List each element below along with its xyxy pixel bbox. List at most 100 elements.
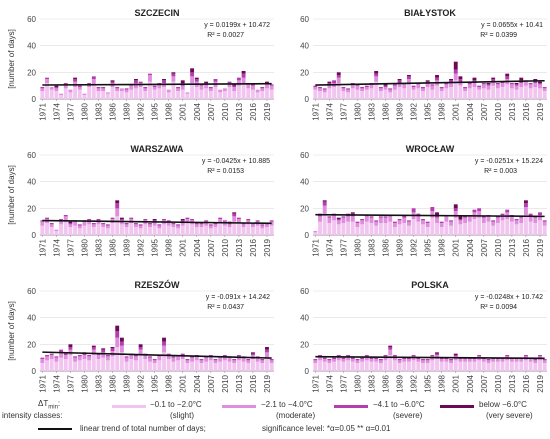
bar-segment (524, 215, 528, 235)
bar-segment (538, 83, 542, 85)
bar-segment (227, 224, 232, 227)
y-tick-label: 0 (305, 367, 310, 376)
bar-segment (241, 71, 246, 74)
bar-segment (105, 93, 110, 99)
bar-segment (369, 359, 374, 362)
legend-swatch-very-severe (440, 405, 474, 408)
chart-panel-5: 0 20 40 60 1971 1974 1977 1980 1983 1986 1989 1992 1… (300, 280, 547, 393)
bar-segment (472, 83, 477, 87)
x-tick-label: 1977 (66, 102, 75, 120)
bar-segment (176, 88, 180, 91)
bar-segment (190, 361, 195, 371)
bar-segment (491, 79, 496, 82)
bar-segment (63, 353, 68, 355)
bar-segment (166, 359, 171, 371)
bar-segment (402, 215, 407, 218)
bar-segment (255, 225, 260, 235)
bar-segment (392, 356, 397, 361)
legend-swatch-slight (112, 405, 146, 408)
bar-segment (49, 89, 54, 99)
x-tick-label: 1983 (368, 102, 377, 120)
bar-segment (463, 217, 468, 223)
bar-segment (40, 357, 45, 359)
bar-segment (392, 223, 397, 227)
bar-segment (435, 217, 439, 223)
bar-segment (87, 224, 92, 235)
bar-segment (40, 363, 45, 371)
bar-segment (138, 224, 143, 226)
x-tick-label: 1995 (151, 102, 160, 120)
bar-segment (63, 221, 68, 235)
bar-segment (505, 219, 510, 235)
bar-segment (152, 359, 157, 361)
bar-segment (218, 89, 223, 93)
legend-significance-label: significance level: *α=0.05 ** α=0.01 (262, 424, 391, 433)
bar-segment (360, 219, 365, 221)
bar-segment (124, 361, 129, 371)
bar-segment (360, 91, 365, 99)
bar-segment (194, 87, 199, 99)
bar-segment (45, 223, 49, 235)
bar-segment (369, 84, 374, 89)
bar-segment (45, 79, 49, 83)
bar-segment (388, 89, 393, 93)
bar-segment (341, 361, 346, 371)
bar-segment (430, 217, 435, 235)
bar-segment (346, 355, 351, 357)
bar-segment (495, 217, 500, 223)
y-tick-label: 0 (32, 95, 37, 104)
x-tick-label: 1971 (38, 102, 47, 120)
x-tick-label: 1977 (339, 238, 348, 256)
bar-segment (166, 353, 171, 355)
panel-title: WROCŁAW (406, 144, 455, 154)
bar-segment (346, 88, 351, 90)
bar-segment (91, 224, 96, 227)
bar-segment (73, 361, 78, 371)
bar-segment (194, 227, 199, 235)
x-tick-label: 2004 (466, 374, 475, 392)
bar-segment (227, 81, 232, 83)
bar-segment (246, 84, 251, 89)
bar-segment (190, 68, 195, 73)
bar-segment (77, 89, 82, 99)
bar-segment (232, 213, 237, 217)
bar-segment (40, 91, 45, 99)
bar-segment (538, 355, 542, 357)
bar-segment (407, 357, 411, 359)
bar-segment (533, 83, 538, 87)
bar-segment (449, 79, 453, 81)
bar-segment (322, 205, 327, 214)
bar-segment (435, 352, 439, 354)
bar-segment (472, 209, 477, 213)
bar-segment (148, 224, 152, 227)
bar-segment (82, 95, 87, 99)
x-tick-label: 2019 (263, 238, 272, 256)
x-tick-label: 2016 (522, 374, 531, 392)
bar-segment (129, 89, 134, 99)
bar-segment (251, 84, 255, 86)
x-tick-label: 2010 (221, 238, 230, 256)
bar-segment (101, 88, 106, 91)
bar-segment (486, 85, 491, 90)
bar-segment (255, 220, 260, 222)
bar-segment (439, 221, 444, 223)
bar-segment (542, 363, 547, 371)
bar-segment (364, 221, 369, 235)
trend-line (315, 213, 545, 218)
y-tick-label: 40 (27, 178, 36, 187)
bar-segment (40, 225, 45, 235)
bar-segment (313, 359, 318, 361)
bar-segment (208, 224, 213, 226)
bar-segment (101, 223, 106, 225)
bar-segment (68, 89, 73, 93)
y-tick-label: 0 (32, 367, 37, 376)
bar-segment (519, 359, 524, 362)
bar-segment (162, 219, 166, 221)
bar-segment (54, 231, 59, 235)
bar-segment (54, 88, 59, 91)
bar-segment (87, 356, 92, 361)
bar-segment (538, 81, 542, 83)
bar-segment (514, 89, 519, 99)
x-tick-label: 1974 (325, 238, 334, 256)
trend-line (42, 219, 272, 225)
